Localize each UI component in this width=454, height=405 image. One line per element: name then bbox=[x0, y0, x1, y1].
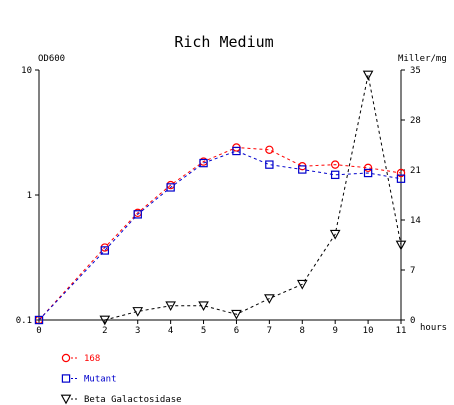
series-line-mutant bbox=[38, 150, 402, 321]
y-right-tick-label: 28 bbox=[410, 116, 421, 126]
x-tick-label: 9 bbox=[332, 326, 337, 336]
data-point-168 bbox=[396, 168, 406, 178]
y-left-tick-label: 10 bbox=[21, 66, 32, 76]
data-point-beta-galactosidase bbox=[198, 301, 209, 312]
axis-ticks: 0 2 3 4 5 6 7 8 9 10 11 0.1 1 10 0 7 14 21 28 35 bbox=[16, 66, 421, 336]
x-tick-label: 0 bbox=[36, 326, 41, 336]
y-left-tick-label: 0.1 bbox=[16, 316, 32, 326]
x-tick-label: 8 bbox=[300, 326, 305, 336]
data-point-beta-galactosidase bbox=[329, 229, 341, 240]
x-tick-label: 11 bbox=[396, 326, 407, 336]
data-point-mutant bbox=[396, 174, 406, 183]
data-point-mutant bbox=[100, 246, 110, 255]
x-axis-unit-label: hours bbox=[420, 323, 447, 333]
series-line-168 bbox=[38, 146, 402, 321]
x-tick-label: 3 bbox=[135, 326, 140, 336]
data-point-168 bbox=[330, 160, 340, 169]
y-right-tick-label: 14 bbox=[410, 216, 421, 226]
data-point-mutant bbox=[298, 165, 307, 174]
data-point-beta-galactosidase bbox=[231, 309, 242, 320]
data-point-beta-galactosidase bbox=[264, 294, 275, 304]
y-right-tick-label: 35 bbox=[410, 66, 421, 76]
legend: 168 Mutant Beta Galactosidase bbox=[60, 353, 182, 405]
data-point-mutant bbox=[133, 210, 142, 219]
y-right-tick-label: 0 bbox=[410, 316, 415, 326]
legend-marker-168 bbox=[61, 353, 71, 363]
x-tick-label: 10 bbox=[363, 326, 374, 336]
legend-label-mutant: Mutant bbox=[84, 375, 117, 385]
data-point-168 bbox=[363, 163, 373, 173]
y-right-tick-label: 7 bbox=[410, 266, 415, 276]
series-line-beta-galactosidase bbox=[104, 74, 402, 321]
x-tick-label: 5 bbox=[201, 326, 206, 336]
data-point-mutant bbox=[232, 146, 241, 156]
y-left-tick-label: 1 bbox=[27, 191, 32, 201]
data-point-mutant bbox=[166, 183, 175, 192]
chart-title: Rich Medium bbox=[174, 33, 273, 51]
data-point-mutant bbox=[265, 160, 274, 169]
data-point-mutant bbox=[330, 170, 340, 180]
data-point-beta-galactosidase bbox=[132, 307, 144, 317]
x-tick-label: 2 bbox=[102, 326, 107, 336]
legend-label-beta-galactosidase: Beta Galactosidase bbox=[84, 395, 182, 405]
y-right-axis-label: Miller/mg bbox=[398, 54, 447, 64]
x-tick-label: 4 bbox=[168, 326, 173, 336]
x-tick-label: 6 bbox=[234, 326, 239, 336]
data-point-beta-galactosidase bbox=[395, 240, 407, 251]
data-point-beta-galactosidase bbox=[165, 301, 176, 312]
x-tick-label: 7 bbox=[267, 326, 272, 336]
legend-marker-beta-galactosidase bbox=[60, 394, 72, 405]
data-point-mutant bbox=[363, 168, 373, 178]
series-markers bbox=[34, 70, 407, 326]
data-point-beta-galactosidase bbox=[99, 315, 111, 326]
legend-label-168: 168 bbox=[84, 354, 100, 364]
data-point-mutant bbox=[199, 158, 208, 168]
data-point-beta-galactosidase bbox=[296, 279, 308, 290]
legend-marker-mutant bbox=[61, 374, 71, 383]
y-left-axis-label: OD600 bbox=[38, 54, 65, 64]
y-right-tick-label: 21 bbox=[410, 166, 421, 176]
series-lines bbox=[38, 74, 402, 321]
data-point-beta-galactosidase bbox=[362, 70, 374, 81]
data-point-mutant bbox=[34, 315, 44, 325]
data-point-168 bbox=[265, 145, 274, 154]
